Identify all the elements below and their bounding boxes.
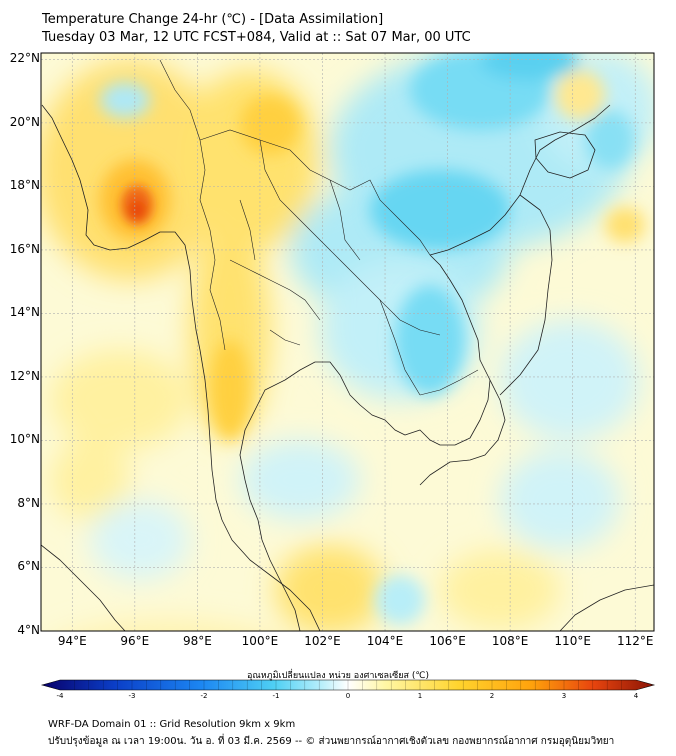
colorbar-tick-label: 1 [417, 692, 423, 700]
graticule [41, 53, 654, 632]
colorbar-title: อุณหภูมิเปลี่ยนแปลง หน่วย องศาเซลเซียส (… [246, 671, 430, 681]
lon-label: 104°E [366, 634, 404, 648]
lat-label: 16°N [9, 241, 40, 256]
footer-resolution: WRF-DA Domain 01 :: Grid Resolution 9km … [48, 719, 296, 730]
lon-label: 100°E [241, 634, 279, 648]
lon-label: 108°E [491, 634, 529, 648]
lon-label: 106°E [429, 634, 466, 648]
colorbar [40, 679, 656, 691]
lat-label: 20°N [9, 114, 40, 129]
coastlines [41, 104, 654, 631]
country-borders [159, 59, 479, 396]
colorbar-tick-label: 4 [633, 692, 639, 700]
colorbar-tick-label: 3 [561, 692, 567, 700]
colorbar-tick-label: -1 [272, 692, 280, 700]
map-title: Temperature Change 24-hr (℃) - [Data Ass… [42, 12, 384, 27]
lat-label: 6°N [17, 559, 40, 574]
colorbar-tick-label: -4 [56, 692, 64, 700]
lon-label: 96°E [120, 634, 150, 648]
footer-credit: ปรับปรุงข้อมูล ณ เวลา 19:00น. วัน อ. ที่… [48, 736, 615, 747]
lon-label: 94°E [57, 634, 87, 648]
map-subtitle: Tuesday 03 Mar, 12 UTC FCST+084, Valid a… [42, 30, 471, 45]
colorbar-tick-label: 2 [489, 692, 495, 700]
colorbar-tick-label: -3 [128, 692, 136, 700]
temperature-field [41, 53, 654, 631]
lat-label: 14°N [9, 305, 40, 320]
lon-label: 102°E [304, 634, 341, 648]
lat-label: 8°N [17, 495, 40, 510]
colorbar-ticks [74, 680, 622, 690]
lon-label: 112°E [616, 634, 654, 648]
lat-label: 18°N [9, 178, 40, 193]
lat-label: 10°N [9, 432, 40, 447]
lat-label: 12°N [9, 368, 40, 383]
lat-label: 22°N [9, 51, 40, 66]
map-frame [40, 52, 655, 632]
colorbar-tick-label: -2 [200, 692, 208, 700]
lat-label: 4°N [17, 623, 40, 637]
lon-label: 98°E [182, 634, 212, 648]
lon-label: 110°E [554, 634, 591, 648]
colorbar-tick-label: 0 [345, 692, 351, 700]
